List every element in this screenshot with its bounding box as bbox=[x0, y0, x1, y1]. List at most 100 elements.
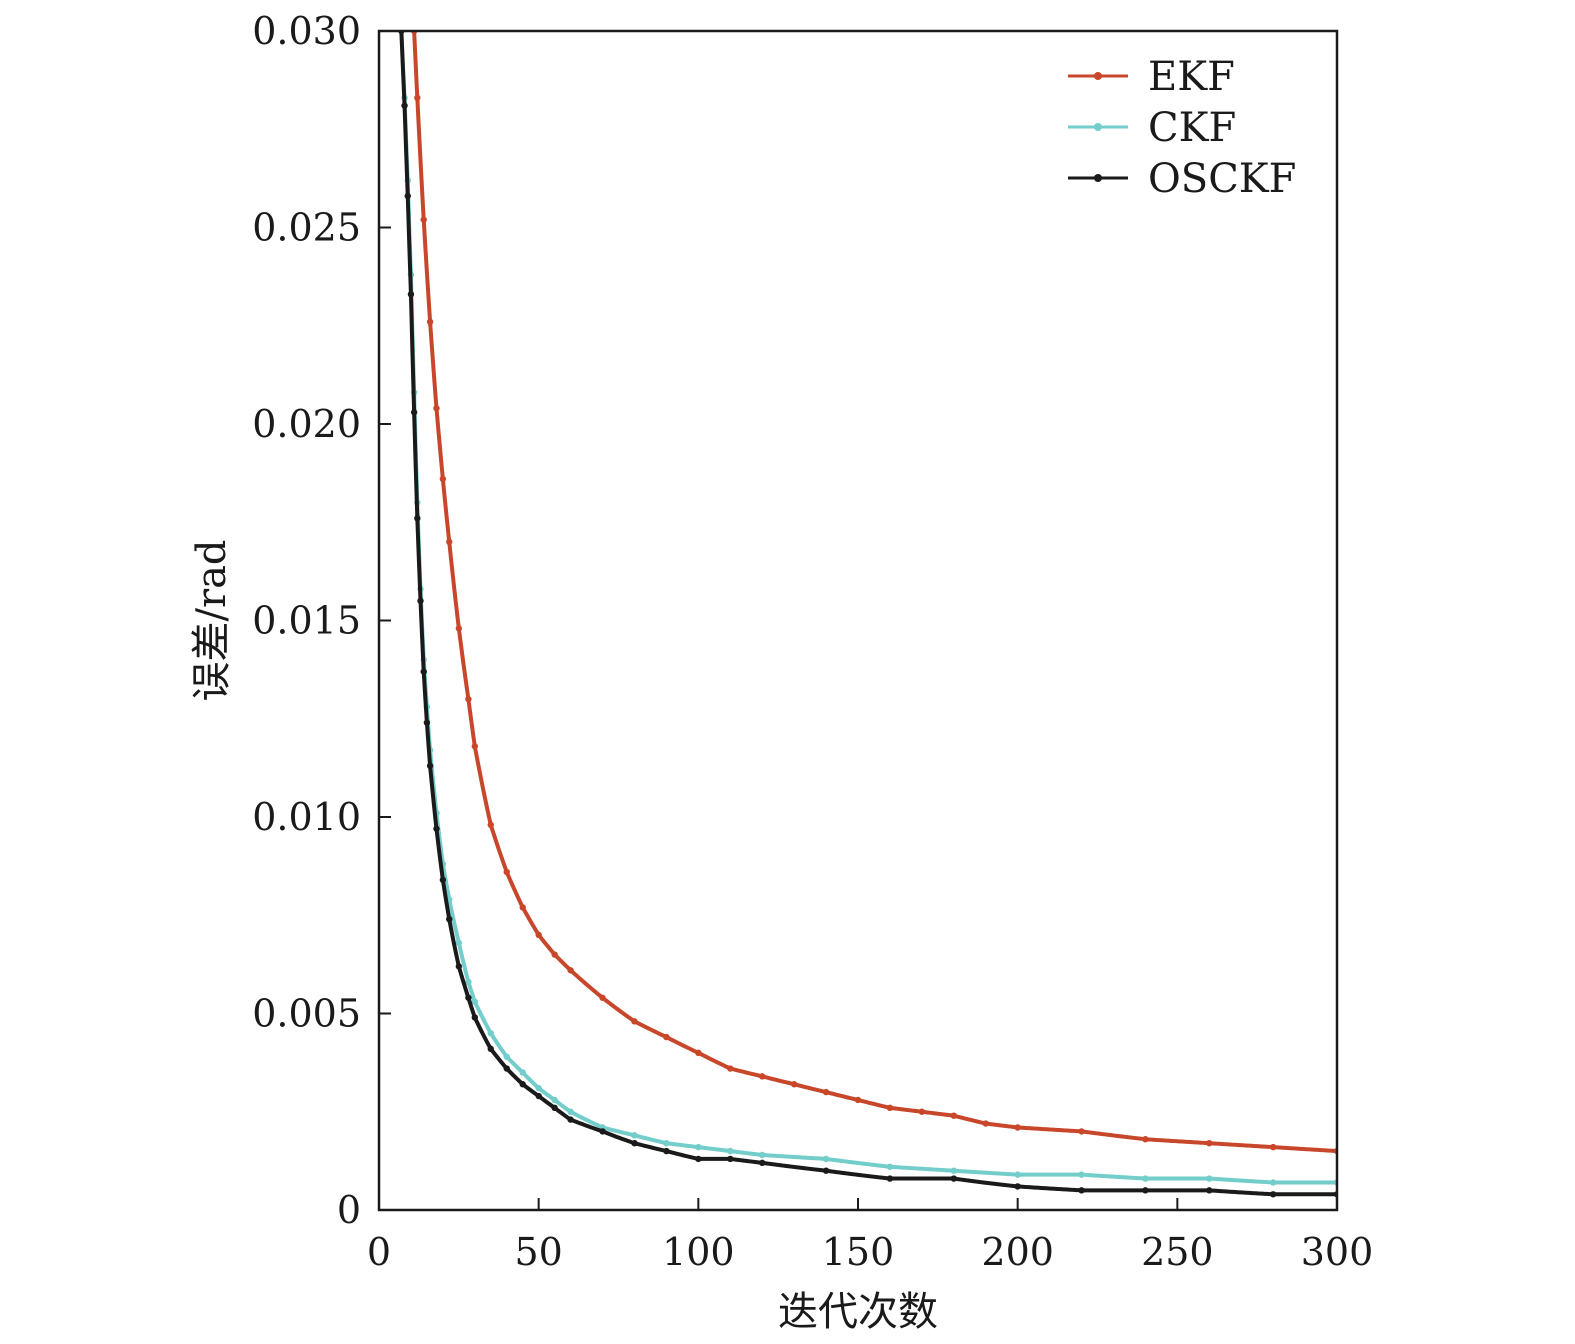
data-point-osckf bbox=[1206, 1187, 1213, 1194]
y-tick-label: 0 bbox=[337, 1188, 361, 1232]
x-tick-label: 200 bbox=[981, 1230, 1054, 1274]
data-point-osckf bbox=[1269, 1191, 1277, 1198]
data-point-ckf bbox=[950, 1167, 957, 1174]
data-point-osckf bbox=[1142, 1187, 1149, 1194]
data-point-ekf bbox=[471, 743, 478, 750]
data-point-osckf bbox=[663, 1147, 670, 1155]
data-point-ekf bbox=[631, 1018, 638, 1025]
data-point-ekf bbox=[918, 1108, 926, 1115]
x-tick-label: 50 bbox=[514, 1230, 562, 1274]
series-line-ckf bbox=[399, 31, 1337, 1185]
legend: EKF CKF OSCKF bbox=[1068, 54, 1296, 202]
data-point-ckf bbox=[1014, 1171, 1021, 1178]
data-point-ckf bbox=[695, 1143, 702, 1151]
data-point-osckf bbox=[759, 1159, 766, 1167]
data-point-osckf bbox=[433, 825, 440, 832]
legend-label-ekf: EKF bbox=[1148, 54, 1235, 100]
data-point-ekf bbox=[503, 868, 510, 876]
x-tick-label: 300 bbox=[1301, 1230, 1374, 1274]
data-point-ckf bbox=[631, 1132, 638, 1139]
x-tick-label: 150 bbox=[822, 1230, 895, 1274]
series-ckf bbox=[398, 31, 1337, 1186]
data-point-ekf bbox=[1269, 1143, 1277, 1151]
data-point-osckf bbox=[414, 515, 421, 522]
data-point-osckf bbox=[503, 1065, 510, 1072]
data-point-osckf bbox=[727, 1155, 734, 1163]
x-axis-title: 迭代次数 bbox=[778, 1289, 938, 1335]
data-point-ckf bbox=[663, 1139, 670, 1147]
y-tick-label: 0.025 bbox=[252, 206, 361, 250]
data-point-ekf bbox=[663, 1033, 670, 1041]
data-point-osckf bbox=[420, 668, 427, 675]
data-point-osckf bbox=[439, 876, 447, 884]
data-point-ekf bbox=[433, 405, 440, 412]
series-layer bbox=[398, 31, 1337, 1198]
data-point-osckf bbox=[471, 1014, 478, 1021]
data-point-osckf bbox=[695, 1155, 702, 1163]
data-point-osckf bbox=[599, 1128, 606, 1135]
data-point-osckf bbox=[950, 1175, 957, 1182]
data-point-osckf bbox=[455, 963, 463, 970]
data-point-ekf bbox=[599, 994, 606, 1001]
legend-marker-ekf bbox=[1094, 72, 1102, 80]
data-point-ckf bbox=[471, 998, 478, 1005]
legend-label-ckf: CKF bbox=[1148, 105, 1236, 151]
series-line-ekf bbox=[412, 31, 1337, 1154]
data-point-ekf bbox=[1078, 1128, 1085, 1135]
data-point-ekf bbox=[759, 1073, 766, 1080]
data-point-ekf bbox=[487, 821, 494, 829]
data-point-ekf bbox=[414, 94, 421, 102]
data-point-ekf bbox=[426, 318, 434, 326]
data-point-ekf bbox=[519, 904, 526, 911]
data-point-ckf bbox=[519, 1069, 526, 1076]
data-point-osckf bbox=[465, 994, 472, 1001]
data-point-ckf bbox=[567, 1108, 574, 1115]
y-tick-label: 0.010 bbox=[252, 795, 361, 839]
data-point-ekf bbox=[1142, 1136, 1149, 1143]
data-point-ckf bbox=[1206, 1175, 1213, 1182]
legend-marker-osckf bbox=[1094, 174, 1102, 182]
data-point-osckf bbox=[487, 1045, 494, 1053]
series-osckf bbox=[398, 31, 1337, 1198]
plot-frame bbox=[377, 29, 1339, 1212]
data-point-ekf bbox=[455, 625, 463, 632]
data-point-osckf bbox=[404, 192, 411, 200]
data-point-ckf bbox=[465, 978, 472, 986]
data-point-ekf bbox=[551, 951, 558, 958]
data-point-ekf bbox=[790, 1081, 798, 1088]
data-point-ekf bbox=[439, 475, 447, 483]
legend-entry-ckf: CKF bbox=[1068, 105, 1236, 151]
data-point-ckf bbox=[535, 1084, 542, 1092]
data-point-ekf bbox=[982, 1120, 989, 1127]
x-tick-label: 100 bbox=[662, 1230, 735, 1274]
data-point-ckf bbox=[503, 1053, 510, 1060]
data-point-osckf bbox=[631, 1139, 638, 1147]
data-point-osckf bbox=[551, 1104, 558, 1112]
series-ekf bbox=[410, 31, 1337, 1155]
data-point-osckf bbox=[426, 762, 434, 770]
data-point-ekf bbox=[446, 538, 453, 546]
data-point-osckf bbox=[1078, 1187, 1085, 1194]
data-point-ekf bbox=[950, 1112, 957, 1119]
legend-entry-ekf: EKF bbox=[1068, 54, 1235, 100]
data-point-ekf bbox=[465, 695, 472, 703]
data-point-ekf bbox=[695, 1049, 702, 1057]
data-point-osckf bbox=[423, 719, 431, 726]
data-point-osckf bbox=[519, 1081, 526, 1088]
data-point-ekf bbox=[567, 967, 574, 974]
data-point-ekf bbox=[727, 1065, 734, 1072]
legend-entry-osckf: OSCKF bbox=[1068, 156, 1296, 202]
data-point-osckf bbox=[886, 1175, 894, 1182]
x-tick-label: 0 bbox=[367, 1230, 391, 1274]
y-axis-title: 误差/rad bbox=[189, 539, 235, 701]
data-point-ckf bbox=[551, 1096, 558, 1104]
y-tick-label: 0.005 bbox=[252, 992, 361, 1036]
data-point-ckf bbox=[1078, 1171, 1085, 1178]
data-point-osckf bbox=[401, 102, 408, 109]
data-point-ekf bbox=[822, 1088, 830, 1096]
data-point-ckf bbox=[822, 1155, 830, 1163]
legend-label-osckf: OSCKF bbox=[1148, 156, 1296, 202]
data-point-ekf bbox=[1206, 1139, 1213, 1147]
data-point-osckf bbox=[446, 915, 453, 923]
